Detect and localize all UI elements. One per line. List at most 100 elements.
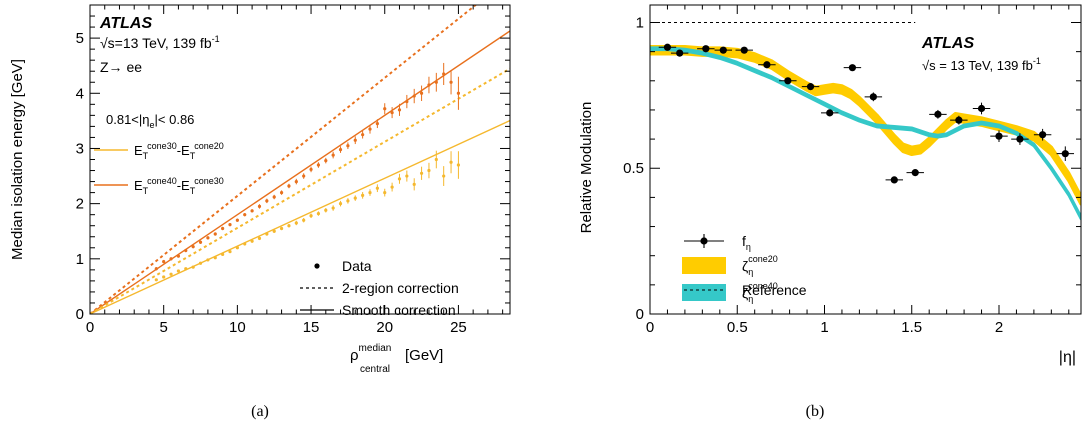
fEta-point-2: [702, 45, 710, 53]
fEta-point-1: [676, 49, 684, 57]
legend-label-b-1: ζη cone20: [742, 254, 778, 277]
data-point-1-2: [169, 272, 173, 276]
fEta-point-0: [663, 43, 672, 51]
data-point-0-20: [302, 174, 306, 178]
legend-label-b-0: fη: [742, 233, 751, 252]
data-point-0-14: [257, 204, 262, 209]
energy-text-b: √s = 13 TeV, 139 fb: [922, 58, 1033, 73]
data-point-0-29: [368, 127, 372, 131]
legend-label-sub-b-2: η: [748, 294, 753, 304]
legend-sup1-a-0: cone30: [147, 141, 177, 151]
fEta-point-11: [890, 176, 898, 184]
energy-text-a: √s=13 TeV, 139 fb: [100, 35, 212, 51]
legend-label-main-b-0: f: [742, 233, 746, 249]
y-tick-label-a-4: 4: [76, 85, 84, 102]
legend-sub1-a-0: T: [143, 151, 149, 161]
data-point-1-16: [272, 229, 276, 233]
legend-e1-a-1: E: [134, 178, 143, 193]
data-point-1-23: [324, 208, 328, 212]
data-point-1-29: [368, 191, 372, 195]
data-point-0-2: [169, 257, 173, 261]
legend-label-sup-b-2: cone40: [748, 281, 778, 291]
eta-range-pre-a: 0.81<|η: [106, 112, 150, 127]
frame-a: [89, 4, 511, 315]
legend-minus-a-0: -: [177, 143, 181, 158]
data-point-1-6: [198, 261, 203, 265]
data-point-0-21: [309, 167, 313, 172]
fEta-point-15: [977, 104, 986, 113]
data-point-1-21: [309, 214, 313, 218]
data-point-1-38: [434, 157, 438, 162]
legend-sup2-a-1: cone30: [194, 176, 224, 186]
data-point-1-9: [221, 252, 225, 257]
lumi-sup-a: -1: [212, 34, 220, 44]
fEta-point-7: [806, 83, 815, 91]
data-point-1-11: [235, 246, 239, 250]
data-point-1-35: [412, 182, 416, 186]
x-tick-label-b-1: 0.5: [727, 319, 748, 336]
y-tick-label-b-1: 0.5: [623, 160, 644, 177]
legend-sub2-a-0: T: [190, 151, 196, 161]
data-point-1-36: [419, 171, 424, 175]
fEta-point-5: [763, 61, 771, 69]
smooth-correction-line-1: [90, 119, 510, 314]
data-point-1-13: [250, 239, 254, 243]
x-axis-label-a: ρmedian: [350, 343, 391, 364]
data-point-0-41: [456, 91, 461, 95]
energy-lumi-a: √s=13 TeV, 139 fb-1: [100, 34, 220, 51]
data-point-1-40: [449, 160, 453, 164]
data-point-1-37: [427, 168, 431, 173]
energy-lumi-b: √s = 13 TeV, 139 fb-1: [922, 56, 1041, 73]
data-point-0-16: [272, 195, 276, 199]
data-point-0-40: [449, 80, 453, 84]
legend-e1-a-0: E: [134, 143, 143, 158]
data-point-0-36: [419, 91, 424, 95]
fEta-point-17: [1016, 135, 1024, 143]
legend-e2-a-1: E: [181, 178, 190, 193]
legend-marker-dot-b-0: [700, 237, 708, 245]
data-point-0-38: [434, 80, 438, 84]
data-point-0-5: [191, 245, 195, 249]
data-point-0-23: [324, 159, 328, 163]
data-point-1-3: [176, 269, 181, 273]
y-tick-label-b-0: 0: [636, 306, 644, 323]
plot-area-a: [90, 5, 510, 314]
data-point-0-37: [427, 83, 431, 87]
data-point-0-24: [331, 153, 335, 157]
y-tick-label-a-3: 3: [76, 140, 84, 157]
chart-b-svg: 0 0.5 1 1.5 2 0 0.5 1 Relative Modulation |η| ATLA…: [578, 4, 1082, 420]
y-tick-label-a-1: 1: [76, 251, 84, 268]
legend-label-b-2: ζη cone40: [742, 281, 778, 304]
x-tick-label-a-0: 0: [86, 319, 94, 336]
data-point-0-26: [346, 144, 350, 148]
data-point-1-34: [405, 174, 409, 178]
legend-sup1-a-1: cone40: [147, 176, 177, 186]
legend-label-main-b-3: Reference: [742, 282, 807, 298]
data-point-0-18: [287, 184, 291, 188]
atlas-label-b: ATLAS: [921, 35, 974, 52]
legend-e2-a-0: E: [181, 143, 190, 158]
data-point-0-32: [390, 110, 394, 115]
data-point-0-33: [397, 108, 402, 112]
data-point-0-31: [383, 107, 387, 111]
data-point-0-8: [213, 232, 217, 236]
two-region-correction-line-1: [90, 67, 510, 314]
fEta-point-3: [719, 46, 727, 54]
data-point-0-28: [361, 133, 365, 137]
data-point-1-10: [228, 250, 232, 254]
x-axis-label-main-a: ρ: [350, 347, 359, 364]
data-point-1-17: [279, 226, 284, 231]
data-point-0-0: [154, 267, 158, 271]
legend-sup2-a-0: cone20: [194, 141, 224, 151]
legend-label-sub-b-1: η: [748, 267, 753, 277]
data-point-1-30: [375, 186, 379, 190]
legend-bottom-label-a-2: Smooth correction: [342, 302, 456, 318]
legend-label-sup-b-1: cone20: [748, 254, 778, 264]
lumi-sup-b: -1: [1033, 56, 1041, 66]
data-point-0-1: [162, 259, 166, 264]
x-tick-label-a-4: 20: [376, 319, 393, 336]
legend-bottom-label-a-1: 2-region correction: [342, 280, 459, 296]
y-tick-label-a-2: 2: [76, 196, 84, 213]
legend-minus-a-1: -: [177, 178, 181, 193]
data-point-1-33: [397, 177, 402, 181]
